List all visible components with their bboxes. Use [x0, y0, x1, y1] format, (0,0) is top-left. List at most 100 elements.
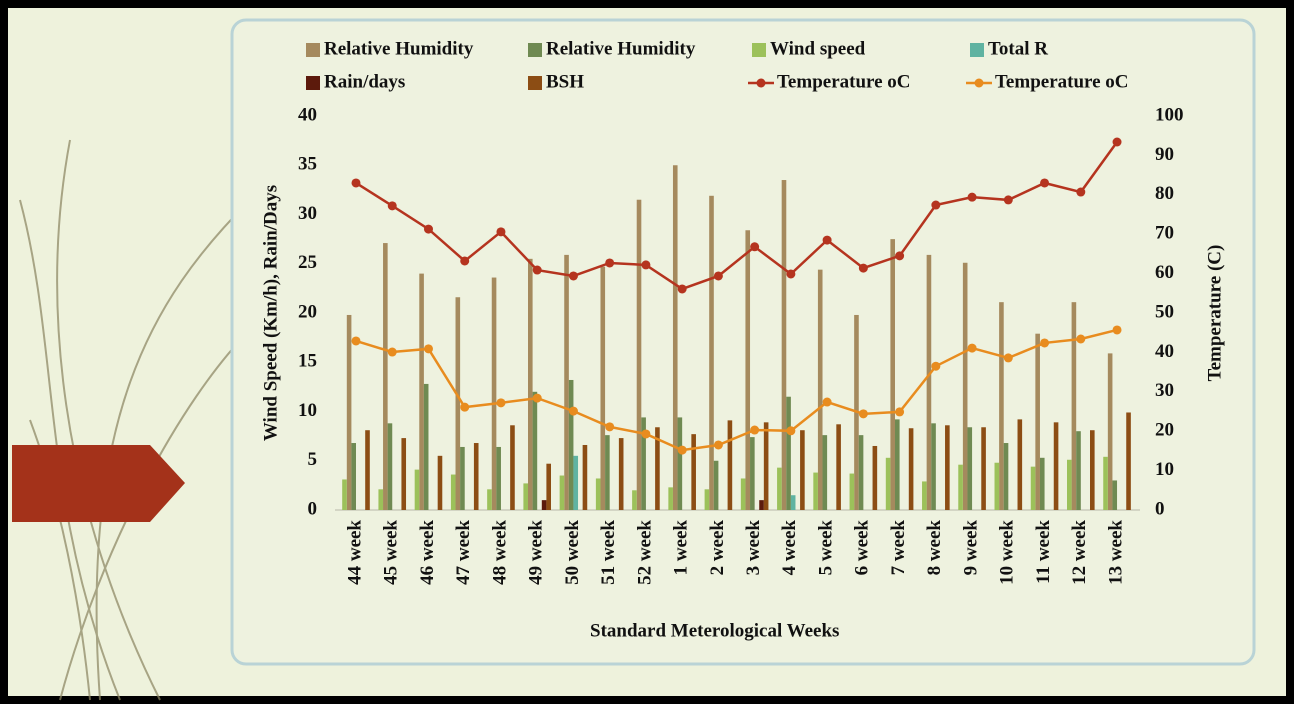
- bar: [673, 165, 678, 510]
- line-marker: [1113, 325, 1122, 334]
- line-marker: [714, 271, 723, 280]
- x-tick-label: 10 week: [997, 520, 1018, 585]
- line-marker: [641, 429, 650, 438]
- line-marker: [750, 242, 759, 251]
- bar: [401, 438, 406, 510]
- bar: [1090, 430, 1095, 510]
- bar: [388, 423, 393, 510]
- bar: [981, 427, 986, 510]
- bar: [347, 315, 352, 510]
- bar: [542, 500, 547, 510]
- bar: [351, 443, 356, 510]
- bar: [583, 445, 588, 510]
- bar: [456, 297, 461, 510]
- line-marker: [1004, 353, 1013, 362]
- bar: [1067, 460, 1072, 510]
- legend-swatch: [528, 76, 542, 90]
- line-marker: [496, 227, 505, 236]
- y2-tick-label: 70: [1155, 223, 1174, 244]
- bar: [619, 438, 624, 510]
- bar: [474, 443, 479, 510]
- bar: [782, 180, 787, 510]
- line-marker: [859, 264, 868, 273]
- bar: [728, 420, 733, 510]
- bar: [1103, 457, 1108, 510]
- y2-tick-label: 20: [1155, 420, 1174, 441]
- bar: [931, 423, 936, 510]
- slide: Standard Meterological Weeks Wind Speed …: [0, 0, 1294, 704]
- bar: [836, 424, 841, 510]
- y2-tick-label: 50: [1155, 301, 1174, 322]
- y-tick-label: 0: [308, 498, 318, 519]
- legend-label: Total R: [988, 38, 1048, 59]
- bar: [963, 263, 968, 510]
- y-tick-label: 5: [308, 449, 318, 470]
- legend-swatch-marker: [757, 79, 766, 88]
- y2-tick-label: 100: [1155, 104, 1184, 125]
- bar: [800, 430, 805, 510]
- legend-swatch: [528, 43, 542, 57]
- line-marker: [786, 426, 795, 435]
- decor-arrow: [12, 445, 185, 522]
- bar: [496, 447, 501, 510]
- line-marker: [1004, 195, 1013, 204]
- line-marker: [931, 362, 940, 371]
- y2-tick-label: 0: [1155, 498, 1165, 519]
- x-tick-label: 7 week: [888, 520, 909, 576]
- bar: [378, 489, 383, 510]
- bar: [759, 500, 764, 510]
- line-marker: [1113, 138, 1122, 147]
- y2-tick-label: 30: [1155, 380, 1174, 401]
- y2-tick-label: 40: [1155, 341, 1174, 362]
- line-marker: [678, 446, 687, 455]
- bar: [492, 278, 497, 510]
- bar: [365, 430, 370, 510]
- line-marker: [823, 398, 832, 407]
- line-marker: [786, 269, 795, 278]
- bar: [895, 419, 900, 510]
- bar: [596, 478, 601, 510]
- y2-tick-label: 10: [1155, 459, 1174, 480]
- line-marker: [714, 440, 723, 449]
- line-marker: [605, 258, 614, 267]
- bar: [1108, 353, 1113, 510]
- line-marker: [388, 201, 397, 210]
- bar: [873, 446, 878, 510]
- x-tick-label: 44 week: [344, 520, 365, 585]
- bar: [818, 270, 823, 510]
- line-marker: [496, 398, 505, 407]
- bar: [424, 384, 429, 510]
- bar: [709, 196, 714, 510]
- line-marker: [931, 201, 940, 210]
- line-marker: [533, 266, 542, 275]
- bar: [342, 479, 347, 510]
- x-tick-label: 9 week: [960, 520, 981, 576]
- y-tick-label: 15: [298, 351, 317, 372]
- x-tick-label: 48 week: [489, 520, 510, 585]
- x-tick-label: 1 week: [671, 520, 692, 576]
- bar: [523, 483, 528, 510]
- bar: [546, 464, 551, 510]
- bar: [451, 475, 456, 510]
- bar: [1004, 443, 1009, 510]
- x-tick-label: 2 week: [707, 520, 728, 576]
- bar: [510, 425, 515, 510]
- line-marker: [352, 178, 361, 187]
- bar: [415, 470, 420, 510]
- bar: [533, 392, 538, 510]
- bar: [813, 473, 818, 510]
- line-marker: [823, 236, 832, 245]
- x-tick-label: 13 week: [1105, 520, 1126, 585]
- x-tick-label: 12 week: [1069, 520, 1090, 585]
- x-tick-label: 47 week: [453, 520, 474, 585]
- bar: [999, 302, 1004, 510]
- line-marker: [678, 284, 687, 293]
- line-marker: [1040, 338, 1049, 347]
- line-marker: [968, 344, 977, 353]
- legend-label: Wind speed: [770, 38, 866, 59]
- x-tick-label: 52 week: [634, 520, 655, 585]
- bar: [487, 489, 492, 510]
- line-marker: [1076, 188, 1085, 197]
- bar: [691, 434, 696, 510]
- bar: [569, 380, 574, 510]
